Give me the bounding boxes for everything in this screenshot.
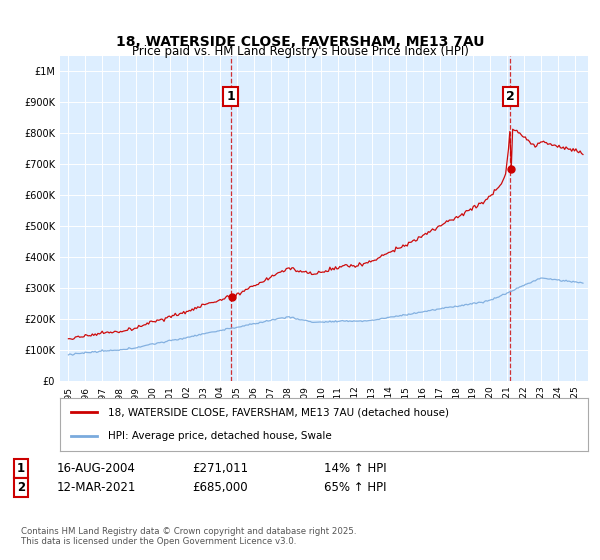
Text: 12-MAR-2021: 12-MAR-2021 — [57, 480, 136, 494]
Text: Price paid vs. HM Land Registry's House Price Index (HPI): Price paid vs. HM Land Registry's House … — [131, 45, 469, 58]
Text: 1: 1 — [226, 90, 235, 102]
Text: 14% ↑ HPI: 14% ↑ HPI — [324, 462, 386, 475]
Text: 2: 2 — [17, 480, 25, 494]
Text: 1: 1 — [17, 462, 25, 475]
Text: 18, WATERSIDE CLOSE, FAVERSHAM, ME13 7AU: 18, WATERSIDE CLOSE, FAVERSHAM, ME13 7AU — [116, 35, 484, 49]
Text: 16-AUG-2004: 16-AUG-2004 — [57, 462, 136, 475]
Text: Contains HM Land Registry data © Crown copyright and database right 2025.
This d: Contains HM Land Registry data © Crown c… — [21, 526, 356, 546]
Text: HPI: Average price, detached house, Swale: HPI: Average price, detached house, Swal… — [107, 431, 331, 441]
Text: 18, WATERSIDE CLOSE, FAVERSHAM, ME13 7AU (detached house): 18, WATERSIDE CLOSE, FAVERSHAM, ME13 7AU… — [107, 408, 449, 418]
Text: 2: 2 — [506, 90, 515, 102]
Text: 65% ↑ HPI: 65% ↑ HPI — [324, 480, 386, 494]
Text: £685,000: £685,000 — [192, 480, 248, 494]
Text: £271,011: £271,011 — [192, 462, 248, 475]
